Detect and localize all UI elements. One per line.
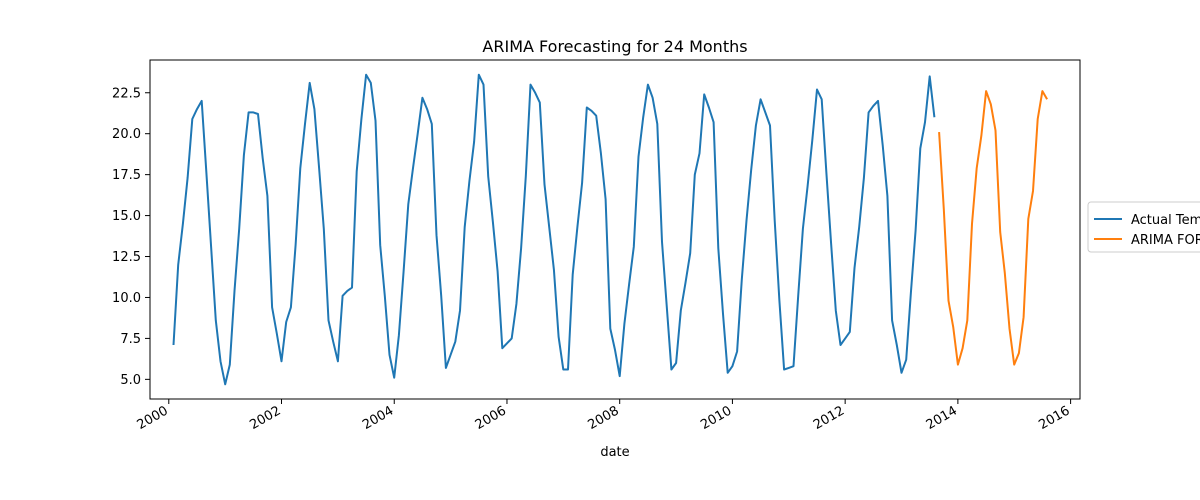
plot-area: [149, 59, 1081, 400]
series-layer: [172, 73, 1048, 386]
y-tick-label: 5.0: [120, 373, 141, 388]
y-tick-label: 12.5: [112, 250, 141, 265]
y-tick-label: 20.0: [112, 127, 141, 142]
y-axis: 5.0 7.5 10.0 12.5 15.0 17.5 20.0 22.5: [112, 86, 150, 388]
legend: Actual Temperature ARIMA FORECAST: [1087, 201, 1200, 253]
y-tick-label: 10.0: [112, 291, 141, 306]
y-tick-label: 22.5: [112, 86, 141, 101]
legend-label-forecast: ARIMA FORECAST: [1131, 233, 1200, 248]
plot-frame: [149, 59, 1081, 400]
series-line-actual: [172, 73, 936, 386]
y-tick-label: 7.5: [120, 332, 141, 347]
series-line-forecast: [938, 90, 1048, 366]
y-tick-label: 17.5: [112, 168, 141, 183]
y-tick-label: 15.0: [112, 209, 141, 224]
chart-title: ARIMA Forecasting for 24 Months: [482, 37, 747, 56]
legend-label-actual: Actual Temperature: [1131, 213, 1200, 228]
x-axis-label: date: [600, 445, 629, 460]
